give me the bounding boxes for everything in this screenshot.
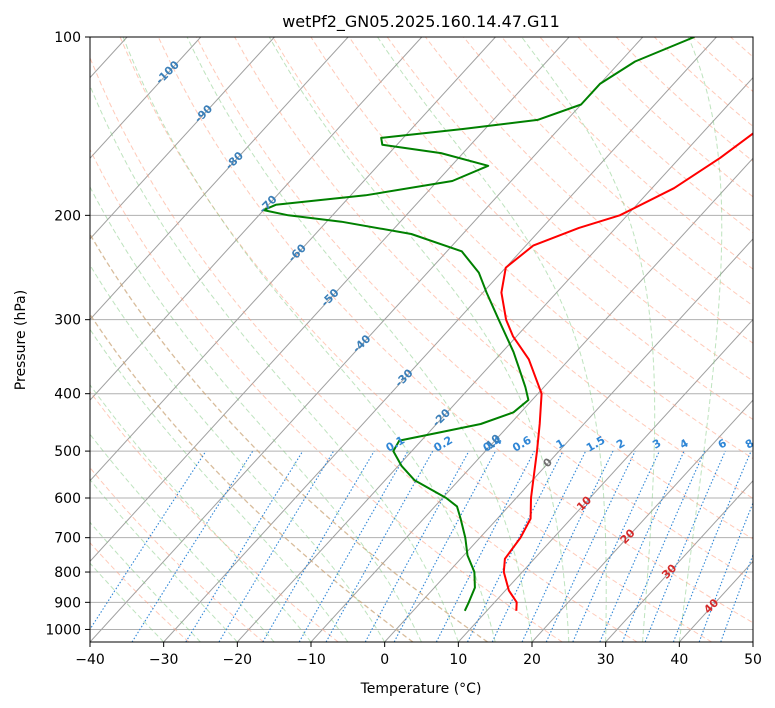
isotherm-line [605, 480, 753, 642]
y-tick-label: 700 [54, 531, 81, 547]
mixing-ratio-line [521, 450, 614, 642]
x-tick-label: −10 [296, 652, 326, 668]
x-tick-label: 40 [670, 652, 688, 668]
mixing-ratio-line [599, 450, 685, 642]
dewpoint-profile [262, 37, 695, 612]
x-tick-label: −30 [149, 652, 179, 668]
moist-adiabat [90, 264, 386, 642]
x-axis-title: Temperature (°C) [360, 681, 482, 697]
moist-adiabat [122, 37, 496, 642]
mixing-ratio-line [720, 553, 753, 642]
isotherm-line [90, 37, 202, 159]
dry-adiabat [90, 56, 638, 642]
temperature-profile [500, 132, 753, 611]
profiles [262, 37, 753, 612]
chart-title: wetPf2_GN05.2025.160.14.47.G11 [282, 12, 560, 32]
isotherm-line [384, 238, 753, 642]
isotherm-line [457, 318, 753, 642]
mixing-ratio-line [467, 450, 564, 642]
dry-adiabat [90, 313, 414, 642]
moist-adiabat [377, 37, 607, 642]
axes: −40 −30 −20 −10 0 10 20 30 40 50 100 200 300 400 500 60… [45, 30, 762, 668]
moist-adiabat [268, 37, 570, 642]
mixing-ratio-line [393, 450, 497, 642]
x-tick-label: 20 [523, 652, 541, 668]
dry-adiabat [119, 37, 712, 642]
isotherm-line [90, 37, 423, 401]
y-tick-label: 1000 [45, 622, 81, 638]
background-lines [90, 37, 753, 642]
moist-adiabat [678, 37, 723, 642]
dry-adiabat [272, 37, 753, 500]
mixing-ratio-line [621, 450, 706, 642]
isotherm-line [90, 37, 275, 240]
moist-adiabat [90, 185, 422, 642]
y-tick-label: 600 [54, 491, 81, 507]
x-tick-label: −20 [223, 652, 253, 668]
isotherm-line [163, 37, 717, 642]
mixing-ratio-line [698, 501, 753, 642]
moist-adiabat [90, 433, 275, 642]
dry-adiabat [195, 37, 753, 582]
plot-frame [89, 36, 754, 643]
y-tick-label: 300 [54, 313, 81, 329]
mixing-ratio-line [364, 450, 470, 642]
mixing-ratio-line [185, 450, 304, 642]
dry-adiabat [157, 37, 753, 624]
mixing-ratio-line [435, 450, 535, 642]
isotherm-line [531, 399, 753, 642]
moist-adiabat [186, 37, 533, 642]
moist-adiabat [521, 37, 656, 642]
dry-adiabat [310, 37, 753, 460]
dry-adiabat [425, 37, 753, 344]
mixing-ratio-line [218, 450, 335, 642]
x-tick-label: 30 [597, 652, 615, 668]
moist-adiabat [90, 384, 312, 642]
y-tick-label: 500 [54, 444, 81, 460]
x-tick-label: 0 [380, 652, 389, 668]
dry-adiabat [90, 148, 563, 642]
mixing-ratio-line [90, 450, 207, 631]
moist-adiabat [90, 84, 459, 642]
mixing-ratio-line [545, 450, 636, 642]
y-axis-title: Pressure (hPa) [13, 290, 29, 390]
isotherm-line [90, 37, 349, 321]
mixing-ratio-label: 8 [743, 437, 756, 452]
dry-adiabat [90, 390, 339, 642]
x-tick-label: 10 [449, 652, 467, 668]
dry-adiabat [234, 37, 753, 540]
mixing-ratio-line [325, 450, 434, 642]
x-tick-label: 50 [744, 652, 762, 668]
y-tick-label: 900 [54, 595, 81, 611]
mixing-ratio-line [644, 450, 726, 642]
isotherm-line [90, 37, 570, 563]
isotherm-line [310, 157, 753, 642]
isotherm-line [90, 37, 496, 482]
y-tick-label: 800 [54, 565, 81, 581]
y-tick-label: 200 [54, 208, 81, 224]
y-tick-label: 400 [54, 387, 81, 403]
mixing-ratio-line [131, 450, 254, 642]
dry-adiabat [386, 37, 753, 382]
mixing-ratio-line [572, 450, 660, 642]
mixing-ratio-line [672, 450, 752, 642]
moist-adiabat [90, 328, 349, 642]
x-tick-label: −40 [75, 652, 105, 668]
y-tick-label: 100 [54, 30, 81, 46]
isotherm-line [236, 76, 753, 642]
